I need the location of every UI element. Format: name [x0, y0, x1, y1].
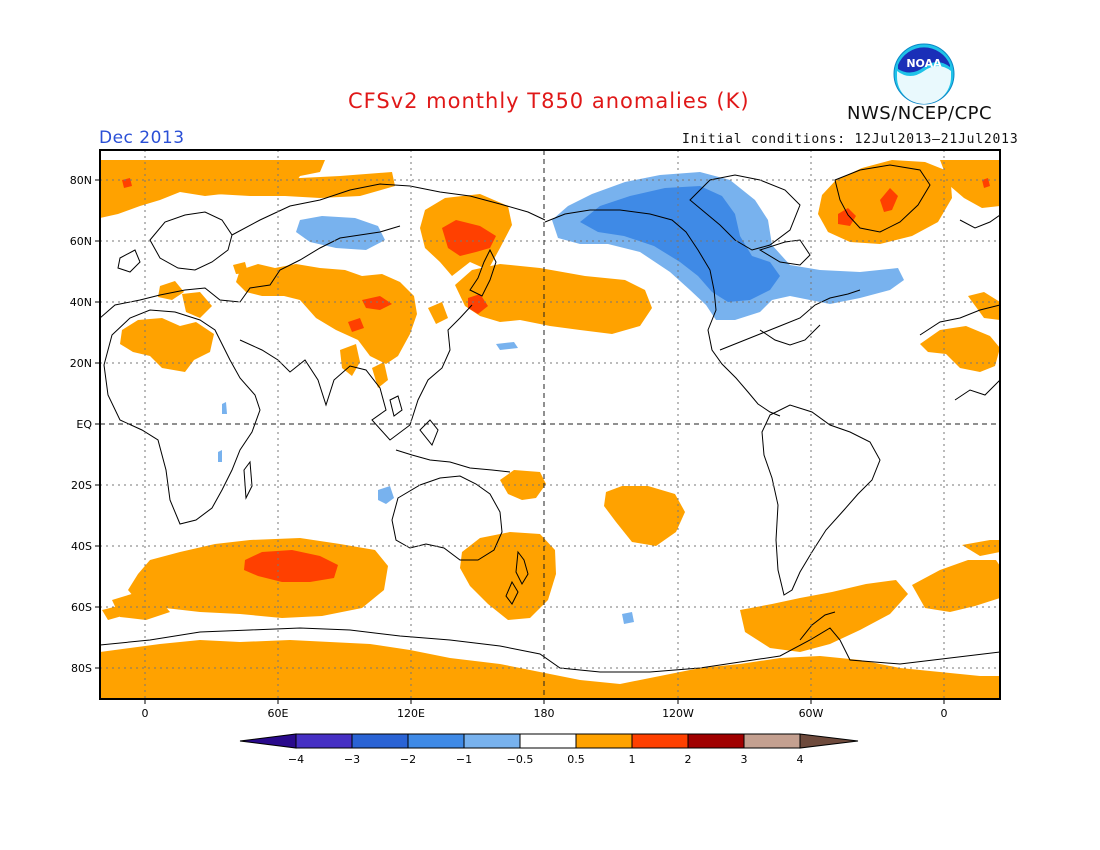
initial-conditions-label: Initial conditions: 12Jul2013–21Jul2013 [682, 132, 1019, 147]
organization-label: NWS/NCEP/CPC [847, 103, 993, 124]
colorbar-label: 0.5 [567, 753, 585, 766]
valid-month-label: Dec 2013 [99, 128, 185, 148]
moderate-negative-regions [580, 186, 780, 302]
colorbar-label: −3 [344, 753, 360, 766]
lon-label: 180 [534, 707, 555, 720]
colorbar-swatch [351, 733, 409, 749]
lon-label: 60E [268, 707, 289, 720]
lon-label: 120W [662, 707, 694, 720]
colorbar-swatch [743, 733, 801, 749]
lon-label: 0 [142, 707, 149, 720]
lat-label: 40S [71, 540, 92, 553]
colorbar-label: −0.5 [507, 753, 534, 766]
colorbar-swatch [463, 733, 521, 749]
colorbar-label: 1 [629, 753, 636, 766]
colorbar-label: 4 [797, 753, 804, 766]
grid-lines [100, 150, 1000, 699]
noaa-logo-icon: NOAA [893, 43, 955, 105]
chart-title: CFSv2 monthly T850 anomalies (K) [348, 89, 750, 113]
lat-label: 40N [70, 296, 92, 309]
colorbar-label: −2 [400, 753, 416, 766]
lon-label: 120E [397, 707, 425, 720]
colorbar-swatch [575, 733, 633, 749]
lat-label: 60S [71, 601, 92, 614]
colorbar-swatch [687, 733, 745, 749]
lat-label: 60N [70, 235, 92, 248]
coastlines [100, 164, 1000, 673]
colorbar-label: 2 [685, 753, 692, 766]
colorbar [239, 733, 859, 749]
colorbar-label: −1 [456, 753, 472, 766]
equator-dateline [100, 150, 1000, 699]
noaa-logo-text: NOAA [906, 57, 942, 70]
lon-label: 0 [941, 707, 948, 720]
colorbar-label: 3 [741, 753, 748, 766]
colorbar-swatch [295, 733, 353, 749]
lat-label: EQ [76, 418, 92, 431]
lon-label: 60W [799, 707, 824, 720]
colorbar-swatch [799, 733, 859, 749]
lat-label: 80N [70, 174, 92, 187]
colorbar-label: −4 [288, 753, 304, 766]
colorbar-swatch [239, 733, 297, 749]
lat-label: 20S [71, 479, 92, 492]
colorbar-swatch [407, 733, 465, 749]
colorbar-swatch [631, 733, 689, 749]
lat-label: 20N [70, 357, 92, 370]
colorbar-swatch [519, 733, 577, 749]
strong-positive-regions [122, 178, 990, 582]
lat-label: 80S [71, 662, 92, 675]
